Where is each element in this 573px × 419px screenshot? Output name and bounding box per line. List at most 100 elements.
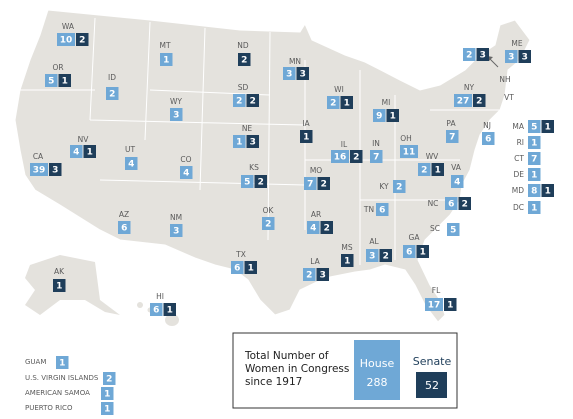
- territory-label: PUERTO RICO: [25, 404, 73, 412]
- state-label: MO: [310, 166, 322, 175]
- state-label: MT: [159, 41, 170, 50]
- house-box: [393, 180, 406, 193]
- house-count: 2: [236, 97, 242, 107]
- senate-count: 1: [390, 112, 396, 122]
- house-box: [170, 224, 183, 237]
- state-label: WY: [170, 97, 182, 106]
- senate-count: 2: [241, 56, 247, 66]
- senate-count: 1: [87, 148, 93, 158]
- us-outline: [14, 9, 531, 323]
- house-count: 2: [306, 271, 312, 281]
- house-box: [160, 53, 173, 66]
- territory-label: GUAM: [25, 358, 46, 366]
- house-box: [376, 203, 389, 216]
- senate-box: [238, 53, 251, 66]
- senate-box: [341, 254, 354, 267]
- senate-box: [541, 120, 554, 133]
- house-count: 4: [183, 169, 189, 179]
- house-count: 1: [104, 405, 110, 415]
- senate-box: [476, 48, 489, 61]
- alaska: [25, 255, 120, 315]
- state-label: WI: [334, 85, 344, 94]
- senate-count: 2: [324, 224, 330, 234]
- house-count: 5: [48, 77, 54, 87]
- house-count: 6: [406, 248, 412, 258]
- house-count: 1: [104, 390, 110, 400]
- state-label: KY: [379, 182, 389, 191]
- senate-count: 1: [344, 257, 350, 267]
- state-label: ND: [237, 41, 249, 50]
- house-count: 2: [109, 90, 115, 100]
- senate-box: [254, 175, 267, 188]
- state-label: VT: [504, 93, 514, 102]
- senate-box: [296, 67, 309, 80]
- state-label: DC: [513, 203, 524, 212]
- house-box: [327, 96, 340, 109]
- senate-box: [340, 96, 353, 109]
- state-label: VA: [451, 163, 462, 172]
- house-count: 2: [265, 220, 271, 230]
- house-count: 2: [466, 51, 472, 61]
- territory-label: AMERICAN SAMOA: [25, 389, 90, 397]
- legend-title: Women in Congress: [245, 363, 349, 375]
- house-box: [233, 135, 246, 148]
- state-label: AR: [311, 210, 321, 219]
- house-count: 4: [454, 178, 460, 188]
- state-label: PA: [446, 119, 456, 128]
- house-box: [425, 298, 443, 311]
- senate-count: 1: [447, 301, 453, 311]
- senate-count: 2: [79, 36, 85, 46]
- state-label: LA: [310, 257, 320, 266]
- senate-count: 2: [250, 97, 256, 107]
- state-label: WA: [62, 22, 75, 31]
- state-label: IA: [302, 119, 310, 128]
- house-box: [103, 372, 116, 385]
- state-label: CO: [180, 155, 191, 164]
- senate-count: 3: [250, 138, 256, 148]
- house-count: 7: [373, 153, 379, 163]
- house-count: 2: [330, 99, 336, 109]
- senate-count: 1: [545, 187, 551, 197]
- senate-count: 1: [435, 166, 441, 176]
- house-box: [528, 136, 541, 149]
- legend-box: [232, 332, 458, 409]
- house-box: [418, 163, 431, 176]
- house-box: [70, 145, 83, 158]
- house-count: 6: [234, 264, 240, 274]
- senate-box: [246, 94, 259, 107]
- house-box: [403, 245, 416, 258]
- house-box: [331, 150, 349, 163]
- house-count: 6: [448, 200, 454, 210]
- senate-box: [458, 197, 471, 210]
- house-box: [373, 109, 386, 122]
- house-box: [180, 166, 193, 179]
- house-count: 16: [334, 153, 347, 163]
- senate-count: 3: [320, 271, 326, 281]
- house-count: 5: [450, 226, 456, 236]
- senate-box: [163, 303, 176, 316]
- state-label: OR: [52, 63, 63, 72]
- house-count: 27: [457, 97, 470, 107]
- house-count: 6: [153, 306, 159, 316]
- house-box: [150, 303, 163, 316]
- house-count: 3: [286, 70, 292, 80]
- state-label: AK: [54, 267, 65, 276]
- state-label: CA: [33, 152, 44, 161]
- state-label: NH: [499, 75, 510, 84]
- state-label: NC: [428, 199, 439, 208]
- house-total: 288: [367, 376, 388, 389]
- house-box: [400, 145, 418, 158]
- state-label: NM: [170, 213, 182, 222]
- house-box: [528, 152, 541, 165]
- house-box: [57, 33, 75, 46]
- senate-count: 3: [52, 166, 58, 176]
- house-box: [528, 201, 541, 214]
- state-label: KS: [249, 163, 259, 172]
- senate-count: 2: [476, 97, 482, 107]
- house-count: 6: [121, 224, 127, 234]
- senate-total: 52: [425, 379, 439, 392]
- state-label: AL: [369, 237, 379, 246]
- senate-box: [541, 184, 554, 197]
- house-count: 3: [508, 53, 514, 63]
- nh-arrow: [489, 58, 499, 68]
